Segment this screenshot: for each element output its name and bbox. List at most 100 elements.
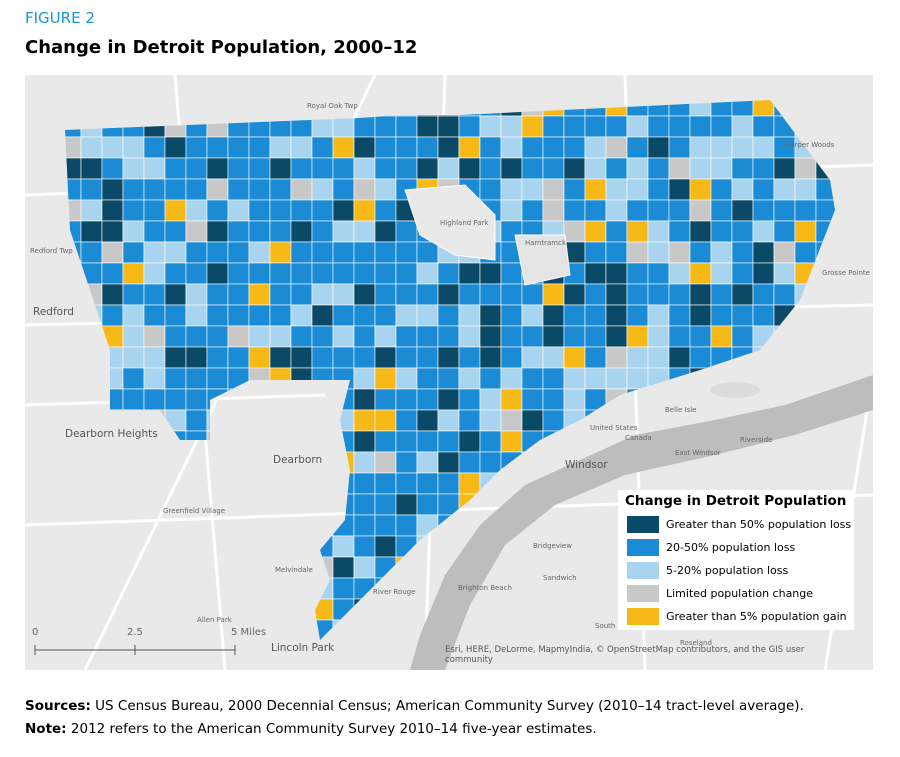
tract <box>647 346 670 369</box>
tract <box>479 157 502 180</box>
tract <box>437 346 460 369</box>
tract <box>626 157 649 180</box>
tract <box>185 304 208 327</box>
tract <box>269 157 292 180</box>
tract <box>185 325 208 348</box>
legend-label: Greater than 50% population loss <box>666 518 851 531</box>
tract <box>185 220 208 243</box>
tract <box>479 136 502 159</box>
legend-swatch <box>627 608 659 625</box>
tract <box>101 304 124 327</box>
tract <box>395 304 418 327</box>
tract <box>752 241 775 264</box>
tract <box>458 472 481 495</box>
tract <box>395 220 418 243</box>
tract <box>353 430 376 453</box>
tract <box>206 367 229 390</box>
tract <box>248 325 271 348</box>
tract <box>458 157 481 180</box>
place-label: Brighton Beach <box>458 584 512 592</box>
tract <box>689 325 712 348</box>
tract <box>647 262 670 285</box>
tract <box>332 262 355 285</box>
tract <box>710 199 733 222</box>
tract <box>752 262 775 285</box>
tract <box>395 451 418 474</box>
tract <box>332 136 355 159</box>
tract <box>416 136 439 159</box>
tract <box>605 304 628 327</box>
place-label: East Windsor <box>675 449 721 457</box>
tract <box>500 178 523 201</box>
tract <box>500 388 523 411</box>
tract <box>605 178 628 201</box>
tract <box>626 199 649 222</box>
tract <box>353 115 376 138</box>
tract <box>374 241 397 264</box>
tract <box>206 325 229 348</box>
tract <box>479 430 502 453</box>
tract <box>521 367 544 390</box>
tract <box>80 199 103 222</box>
tract <box>563 367 586 390</box>
tract <box>500 199 523 222</box>
place-label: Roseland <box>680 639 712 647</box>
tract <box>248 346 271 369</box>
tract <box>122 220 145 243</box>
tract <box>290 157 313 180</box>
tract <box>647 115 670 138</box>
tract <box>80 136 103 159</box>
tract <box>143 262 166 285</box>
tract <box>479 115 502 138</box>
tract <box>479 262 502 285</box>
tract <box>269 346 292 369</box>
tract <box>353 388 376 411</box>
tract <box>206 283 229 306</box>
tract <box>353 157 376 180</box>
tract <box>101 241 124 264</box>
tract <box>416 472 439 495</box>
tract <box>668 157 691 180</box>
tract <box>206 262 229 285</box>
tract <box>626 283 649 306</box>
tract <box>332 304 355 327</box>
tract <box>332 241 355 264</box>
tract <box>584 325 607 348</box>
tract <box>290 325 313 348</box>
tract <box>626 262 649 285</box>
place-label: Allen Park <box>197 616 233 624</box>
tract <box>332 535 355 558</box>
tract <box>710 241 733 264</box>
tract <box>542 283 565 306</box>
tract <box>374 430 397 453</box>
tract <box>227 178 250 201</box>
tract <box>290 220 313 243</box>
tract <box>164 199 187 222</box>
tract <box>605 199 628 222</box>
sources-label: Sources: <box>25 698 91 714</box>
tract <box>752 283 775 306</box>
tract <box>563 346 586 369</box>
tract <box>290 241 313 264</box>
tract <box>605 283 628 306</box>
tract <box>521 136 544 159</box>
tract <box>206 241 229 264</box>
tract <box>164 178 187 201</box>
tract <box>206 199 229 222</box>
legend-swatch <box>627 516 659 533</box>
tract <box>227 199 250 222</box>
tract <box>605 115 628 138</box>
tract <box>185 262 208 285</box>
tract <box>542 136 565 159</box>
tract <box>563 178 586 201</box>
tract <box>563 199 586 222</box>
tract <box>689 304 712 327</box>
tract <box>374 304 397 327</box>
tract <box>521 199 544 222</box>
tract <box>227 304 250 327</box>
tract <box>290 346 313 369</box>
tract <box>332 577 355 600</box>
tract <box>416 115 439 138</box>
tract <box>542 388 565 411</box>
tract <box>80 178 103 201</box>
